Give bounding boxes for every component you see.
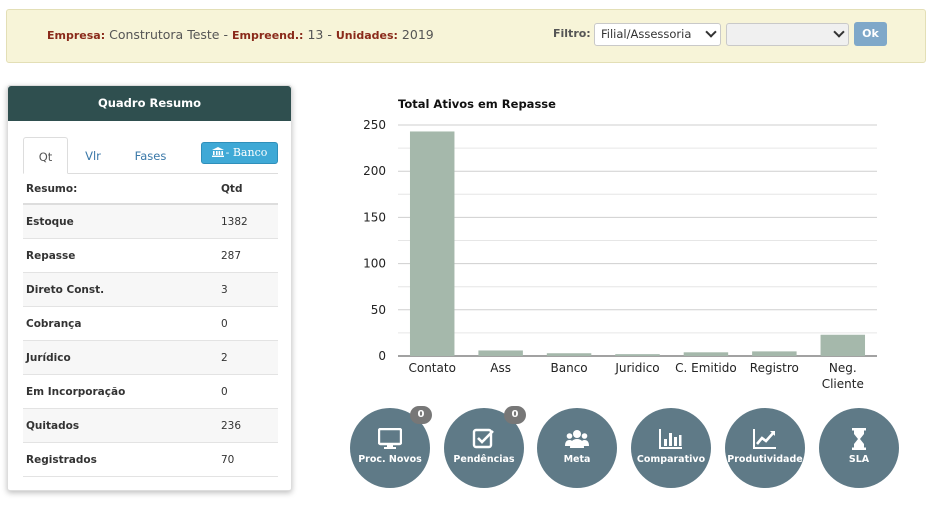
x-tick-label: Neg. — [829, 361, 857, 375]
table-row: Quitados 236 — [23, 409, 278, 443]
table-row: Cobrança 0 — [23, 307, 278, 341]
row-label: Repasse — [26, 250, 76, 262]
bar-chart: 0 50 100 150 200 250 Contato Ass Banco Juridico C.… — [363, 118, 877, 391]
ok-button[interactable]: Ok — [854, 22, 887, 46]
row-label: Registrados — [26, 454, 97, 466]
tab-fases[interactable]: Fases — [134, 149, 167, 163]
y-tick-label: 100 — [363, 257, 386, 271]
row-value: 2 — [221, 352, 228, 364]
meta-label: Meta — [563, 454, 591, 465]
company-info: Empresa: Construtora Teste - Empreend.: … — [47, 27, 434, 42]
table-row: Direto Const. 3 — [23, 273, 278, 307]
banco-button[interactable]: - Banco — [201, 142, 278, 164]
y-tick-label: 150 — [363, 210, 386, 224]
repasse-chart: Total Ativos em Repasse 0 50 100 150 200 250 C… — [350, 90, 890, 395]
bar-chart-icon — [659, 429, 682, 449]
bar-neg-cliente[interactable] — [820, 334, 866, 356]
hourglass-icon — [852, 428, 866, 450]
tab-qt[interactable]: Qt — [23, 137, 68, 174]
panel-tabs: Qt Vlr Fases — [23, 137, 278, 174]
panel-title: Quadro Resumo — [8, 86, 291, 121]
row-value: 236 — [221, 420, 242, 432]
bar-contato[interactable] — [409, 131, 455, 356]
pendencias-button[interactable]: Pendências 0 — [444, 406, 526, 488]
row-label: Estoque — [26, 216, 74, 228]
y-tick-label: 250 — [363, 118, 386, 132]
x-tick-label: Cliente — [822, 377, 864, 391]
produtividade-label: Produtividade — [727, 454, 803, 465]
x-tick-label: Ass — [490, 361, 511, 375]
bar-c-emitido[interactable] — [683, 352, 729, 356]
chevron-down-icon — [705, 26, 717, 38]
line-chart-icon — [753, 429, 776, 449]
summary-panel: Quadro Resumo Qt Vlr Fases - Banco Resum… — [7, 85, 292, 491]
row-value: 287 — [221, 250, 242, 262]
filter-type-value: Filial/Assessoria — [601, 27, 692, 41]
action-buttons: Proc. Novos 0 Pendências 0 Meta Comparat… — [350, 406, 910, 493]
header-qtd: Qtd — [221, 183, 243, 195]
x-tick-label: Juridico — [614, 361, 659, 375]
comparativo-button[interactable]: Comparativo — [631, 408, 711, 488]
row-value: 1382 — [221, 216, 248, 228]
filter-label: Filtro: — [553, 27, 591, 40]
empreend-label: Empreend.: — [231, 29, 304, 42]
empresa-value: Construtora Teste — [109, 27, 220, 42]
row-value: 0 — [221, 318, 228, 330]
proc-novos-button[interactable]: Proc. Novos 0 — [350, 406, 432, 488]
chart-title: Total Ativos em Repasse — [398, 97, 556, 111]
table-row: Jurídico 2 — [23, 341, 278, 375]
sla-label: SLA — [848, 454, 870, 465]
monitor-icon — [378, 428, 402, 449]
chevron-down-icon — [833, 26, 845, 38]
meta-button[interactable]: Meta — [537, 408, 617, 488]
users-icon — [565, 430, 589, 448]
bank-icon — [211, 147, 224, 157]
pendencias-label: Pendências — [453, 454, 515, 465]
filter-type-select[interactable]: Filial/Assessoria — [594, 23, 721, 46]
bar-juridico[interactable] — [615, 354, 660, 356]
x-tick-label: Banco — [551, 361, 588, 375]
unidades-label: Unidades: — [335, 29, 398, 42]
row-label: Direto Const. — [26, 284, 105, 296]
empresa-label: Empresa: — [47, 29, 106, 42]
checkbox-icon — [472, 428, 494, 449]
bar-ass[interactable] — [478, 350, 523, 356]
y-tick-label: 200 — [363, 164, 386, 178]
row-value: 3 — [221, 284, 228, 296]
x-tick-label: C. Emitido — [675, 361, 737, 375]
separator: - — [323, 27, 336, 42]
row-label: Em Incorporação — [26, 386, 126, 398]
row-label: Cobrança — [26, 318, 82, 330]
empreend-value: 13 — [307, 27, 324, 42]
proc-novos-badge: 0 — [410, 406, 432, 424]
row-value: 0 — [221, 386, 228, 398]
table-row: Estoque 1382 — [23, 205, 278, 239]
table-row: Registrados 70 — [23, 443, 278, 477]
x-tick-label: Contato — [408, 361, 455, 375]
separator: - — [219, 27, 232, 42]
sla-button[interactable]: SLA — [819, 408, 899, 488]
banco-label: - Banco — [225, 146, 268, 159]
row-value: 70 — [221, 454, 235, 466]
top-filter-bar: Empresa: Construtora Teste - Empreend.: … — [6, 9, 926, 63]
produtividade-button[interactable]: Produtividade — [725, 408, 805, 488]
row-label: Jurídico — [26, 352, 71, 364]
filter-value-select[interactable] — [726, 23, 849, 46]
table-header-row: Resumo: Qtd — [23, 175, 278, 205]
tab-vlr[interactable]: Vlr — [85, 149, 101, 163]
bar-banco[interactable] — [546, 353, 592, 356]
x-tick-label: Registro — [750, 361, 799, 375]
table-row: Em Incorporação 0 — [23, 375, 278, 409]
pendencias-badge: 0 — [504, 406, 526, 424]
unidades-value: 2019 — [401, 27, 434, 42]
y-tick-label: 0 — [378, 349, 386, 363]
comparativo-label: Comparativo — [636, 454, 706, 465]
proc-novos-label: Proc. Novos — [358, 454, 422, 465]
bar-registro[interactable] — [752, 351, 797, 356]
row-label: Quitados — [26, 420, 80, 432]
table-row: Repasse 287 — [23, 239, 278, 273]
summary-table: Resumo: Qtd Estoque 1382 Repasse 287 Diret… — [23, 175, 278, 477]
y-tick-label: 50 — [371, 303, 386, 317]
header-resumo: Resumo: — [26, 183, 78, 195]
